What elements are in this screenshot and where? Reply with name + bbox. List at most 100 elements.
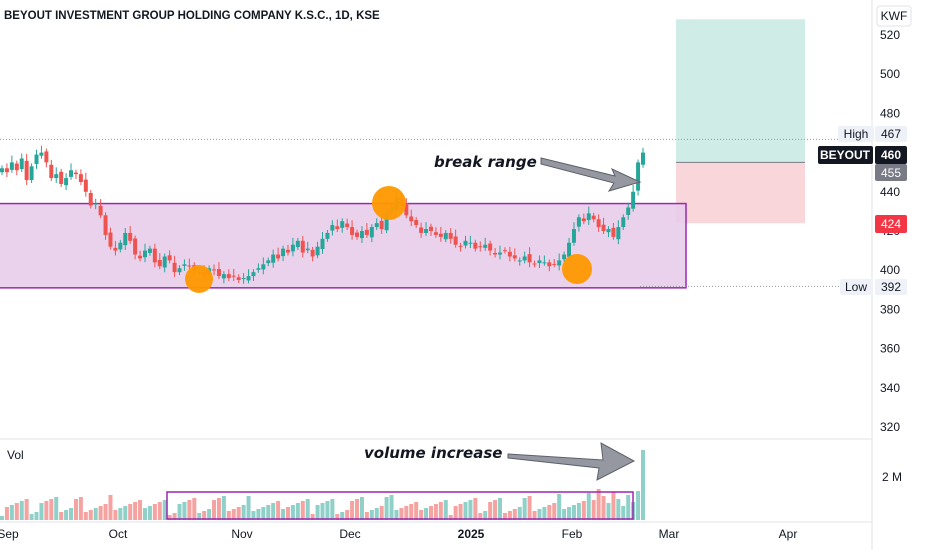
- candle-body[interactable]: [330, 225, 335, 231]
- volume-bar[interactable]: [128, 504, 133, 520]
- candle-body[interactable]: [325, 232, 330, 239]
- volume-bar[interactable]: [305, 499, 310, 520]
- volume-bar[interactable]: [616, 499, 621, 520]
- candle-body[interactable]: [93, 203, 98, 205]
- volume-bar[interactable]: [192, 498, 197, 520]
- volume-bar[interactable]: [414, 502, 419, 520]
- candle-body[interactable]: [433, 232, 438, 235]
- candle-body[interactable]: [64, 178, 69, 186]
- candle-body[interactable]: [641, 152, 645, 165]
- candle-body[interactable]: [567, 242, 572, 257]
- break-range-label[interactable]: break range: [434, 153, 537, 171]
- volume-bar[interactable]: [152, 504, 157, 520]
- volume-increase-label[interactable]: volume increase: [364, 444, 502, 462]
- volume-bar[interactable]: [251, 511, 256, 520]
- volume-bar[interactable]: [581, 501, 586, 520]
- candle-body[interactable]: [246, 276, 251, 281]
- candle-body[interactable]: [507, 251, 512, 257]
- candle-body[interactable]: [443, 232, 448, 240]
- volume-bar[interactable]: [103, 504, 108, 520]
- candle-body[interactable]: [177, 268, 182, 273]
- volume-bar[interactable]: [226, 511, 231, 520]
- volume-bar[interactable]: [483, 511, 488, 520]
- volume-bar[interactable]: [468, 500, 473, 520]
- candle-body[interactable]: [24, 160, 29, 181]
- candle-body[interactable]: [315, 246, 320, 256]
- candle-body[interactable]: [212, 269, 217, 271]
- volume-bar[interactable]: [187, 500, 192, 520]
- candle-body[interactable]: [335, 226, 340, 230]
- volume-bar[interactable]: [138, 500, 143, 520]
- candle-body[interactable]: [128, 232, 133, 241]
- candle-body[interactable]: [285, 249, 290, 253]
- volume-bar[interactable]: [83, 512, 88, 520]
- volume-bar[interactable]: [49, 499, 54, 520]
- candle-body[interactable]: [221, 274, 226, 279]
- volume-bar[interactable]: [281, 509, 286, 520]
- volume-bar[interactable]: [93, 508, 98, 520]
- candle-body[interactable]: [83, 179, 88, 192]
- volume-bar[interactable]: [54, 497, 59, 520]
- candle-body[interactable]: [453, 236, 458, 245]
- candle-body[interactable]: [512, 255, 517, 259]
- candle-body[interactable]: [19, 158, 24, 170]
- volume-bar[interactable]: [182, 502, 187, 520]
- volume-bar[interactable]: [108, 495, 113, 520]
- volume-bar[interactable]: [167, 515, 172, 520]
- volume-bar[interactable]: [522, 498, 527, 520]
- volume-bar[interactable]: [596, 489, 601, 520]
- candle-body[interactable]: [295, 240, 300, 248]
- volume-bar[interactable]: [394, 510, 399, 520]
- volume-bar[interactable]: [369, 510, 374, 520]
- volume-bar[interactable]: [498, 498, 503, 520]
- candle-body[interactable]: [537, 260, 542, 264]
- candle-body[interactable]: [359, 231, 364, 239]
- volume-bar[interactable]: [315, 505, 320, 520]
- candle-body[interactable]: [611, 227, 616, 237]
- volume-bar[interactable]: [636, 491, 641, 520]
- candle-body[interactable]: [14, 163, 19, 171]
- volume-bar[interactable]: [626, 495, 631, 520]
- candle-body[interactable]: [142, 250, 147, 258]
- volume-bar[interactable]: [512, 509, 517, 520]
- candle-body[interactable]: [428, 226, 433, 231]
- candle-body[interactable]: [138, 255, 143, 259]
- candle-body[interactable]: [616, 227, 621, 240]
- volume-bar[interactable]: [113, 510, 118, 520]
- volume-bar[interactable]: [576, 503, 581, 520]
- candle-body[interactable]: [478, 246, 483, 248]
- candle-body[interactable]: [384, 213, 389, 231]
- volume-bar[interactable]: [433, 504, 438, 520]
- volume-bar[interactable]: [374, 508, 379, 520]
- candle-body[interactable]: [458, 245, 463, 247]
- candle-body[interactable]: [251, 272, 256, 277]
- candle-body[interactable]: [532, 263, 537, 265]
- volume-bar[interactable]: [59, 512, 64, 520]
- volume-bar[interactable]: [216, 498, 221, 520]
- candle-body[interactable]: [463, 240, 468, 246]
- candle-body[interactable]: [162, 256, 167, 268]
- volume-bar[interactable]: [424, 508, 429, 520]
- candle-body[interactable]: [147, 248, 152, 253]
- candle-body[interactable]: [586, 213, 591, 221]
- volume-bar[interactable]: [389, 495, 394, 520]
- volume-bar[interactable]: [443, 500, 448, 520]
- volume-bar[interactable]: [517, 507, 522, 520]
- candle-body[interactable]: [281, 248, 286, 257]
- volume-bar[interactable]: [0, 516, 4, 520]
- volume-bar[interactable]: [488, 502, 493, 520]
- volume-bar[interactable]: [24, 499, 29, 520]
- candle-body[interactable]: [54, 174, 59, 179]
- candle-body[interactable]: [300, 240, 305, 253]
- volume-arrow[interactable]: [507, 442, 636, 481]
- volume-bar[interactable]: [256, 509, 261, 520]
- volume-bar[interactable]: [69, 508, 74, 520]
- candle-body[interactable]: [404, 203, 409, 216]
- volume-bar[interactable]: [78, 497, 83, 520]
- volume-bar[interactable]: [384, 497, 389, 520]
- candle-body[interactable]: [4, 168, 9, 173]
- volume-bar[interactable]: [527, 496, 532, 520]
- candle-body[interactable]: [345, 223, 350, 228]
- volume-bar[interactable]: [562, 509, 567, 520]
